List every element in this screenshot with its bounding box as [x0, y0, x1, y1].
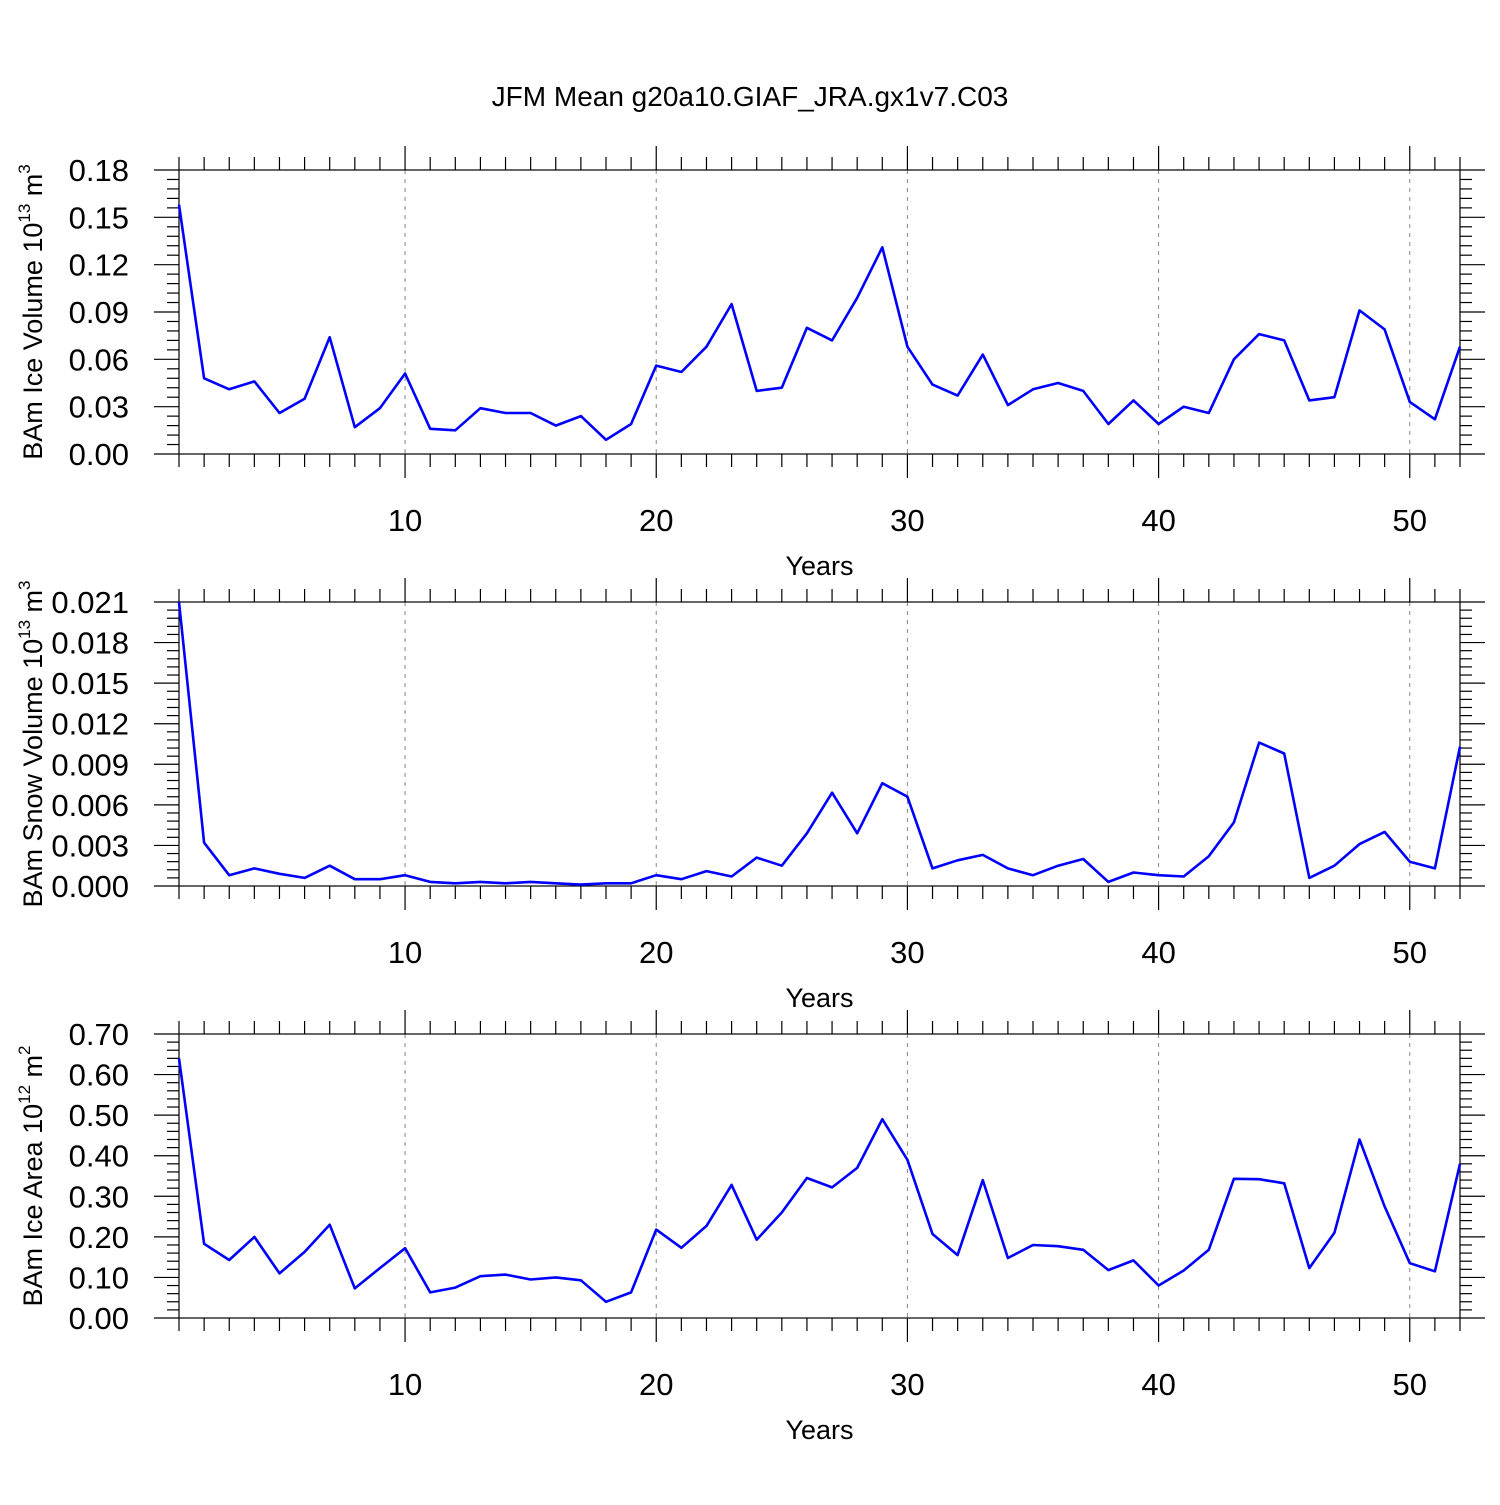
y-tick-label: 0.40: [69, 1139, 129, 1174]
y-tick-label: 0.03: [69, 390, 129, 425]
y-tick-label: 0.015: [51, 666, 129, 701]
x-tick-label: 20: [639, 1367, 673, 1402]
x-axis-title: Years: [785, 1415, 853, 1445]
y-tick-label: 0.018: [51, 626, 129, 661]
series-line: [179, 602, 1460, 885]
y-tick-label: 0.00: [69, 1301, 129, 1336]
chart-panel-1: 0.00 0.03 0.06 0.09 0.12 0.15 0.18 10 20 30 40 50 Ye…: [15, 146, 1485, 581]
x-tick-label: 40: [1141, 935, 1175, 970]
y-tick-label: 0.12: [69, 248, 129, 283]
chart-panel-2: 0.000 0.003 0.006 0.009 0.012 0.015 0.018 0.021…: [15, 578, 1485, 1013]
x-tick-label: 10: [388, 1367, 422, 1402]
y-tick-label: 0.006: [51, 788, 129, 823]
y-tick-label: 0.009: [51, 747, 129, 782]
y-tick-label: 0.50: [69, 1098, 129, 1133]
figure-title: JFM Mean g20a10.GIAF_JRA.gx1v7.C03: [492, 81, 1009, 112]
y-tick-label: 0.06: [69, 342, 129, 377]
x-tick-label: 20: [639, 935, 673, 970]
y-tick-label: 0.18: [69, 153, 129, 188]
y-tick-label: 0.30: [69, 1179, 129, 1214]
y-axis-title: BAm Ice Volume 1013 m3: [15, 164, 48, 460]
y-tick-label: 0.000: [51, 869, 129, 904]
x-tick-label: 20: [639, 503, 673, 538]
panels: 0.00 0.03 0.06 0.09 0.12 0.15 0.18 10 20 30 40 50 Ye…: [15, 146, 1485, 1445]
series-line: [179, 205, 1460, 440]
y-tick-label: 0.10: [69, 1260, 129, 1295]
plot-frame: [179, 170, 1460, 454]
x-tick-label: 30: [890, 503, 924, 538]
y-tick-label: 0.15: [69, 200, 129, 235]
y-tick-label: 0.70: [69, 1017, 129, 1052]
y-tick-label: 0.003: [51, 828, 129, 863]
x-tick-label: 40: [1141, 503, 1175, 538]
y-tick-label: 0.09: [69, 295, 129, 330]
x-tick-label: 30: [890, 1367, 924, 1402]
y-tick-label: 0.012: [51, 707, 129, 742]
series-line: [179, 1058, 1460, 1302]
plot-frame: [179, 602, 1460, 886]
y-axis-title: BAm Ice Area 1012 m2: [15, 1046, 48, 1307]
x-tick-label: 50: [1393, 503, 1427, 538]
x-tick-label: 40: [1141, 1367, 1175, 1402]
y-tick-label: 0.021: [51, 585, 129, 620]
x-tick-label: 30: [890, 935, 924, 970]
x-tick-label: 10: [388, 503, 422, 538]
y-tick-label: 0.20: [69, 1220, 129, 1255]
x-axis-title: Years: [785, 983, 853, 1013]
x-axis-title: Years: [785, 551, 853, 581]
chart-panel-3: 0.00 0.10 0.20 0.30 0.40 0.50 0.60 0.70 10 20 30 40…: [15, 1010, 1485, 1445]
x-tick-label: 50: [1393, 1367, 1427, 1402]
y-axis-title: BAm Snow Volume 1013 m3: [15, 580, 48, 907]
x-tick-label: 10: [388, 935, 422, 970]
x-tick-label: 50: [1393, 935, 1427, 970]
y-tick-label: 0.60: [69, 1058, 129, 1093]
y-tick-label: 0.00: [69, 437, 129, 472]
